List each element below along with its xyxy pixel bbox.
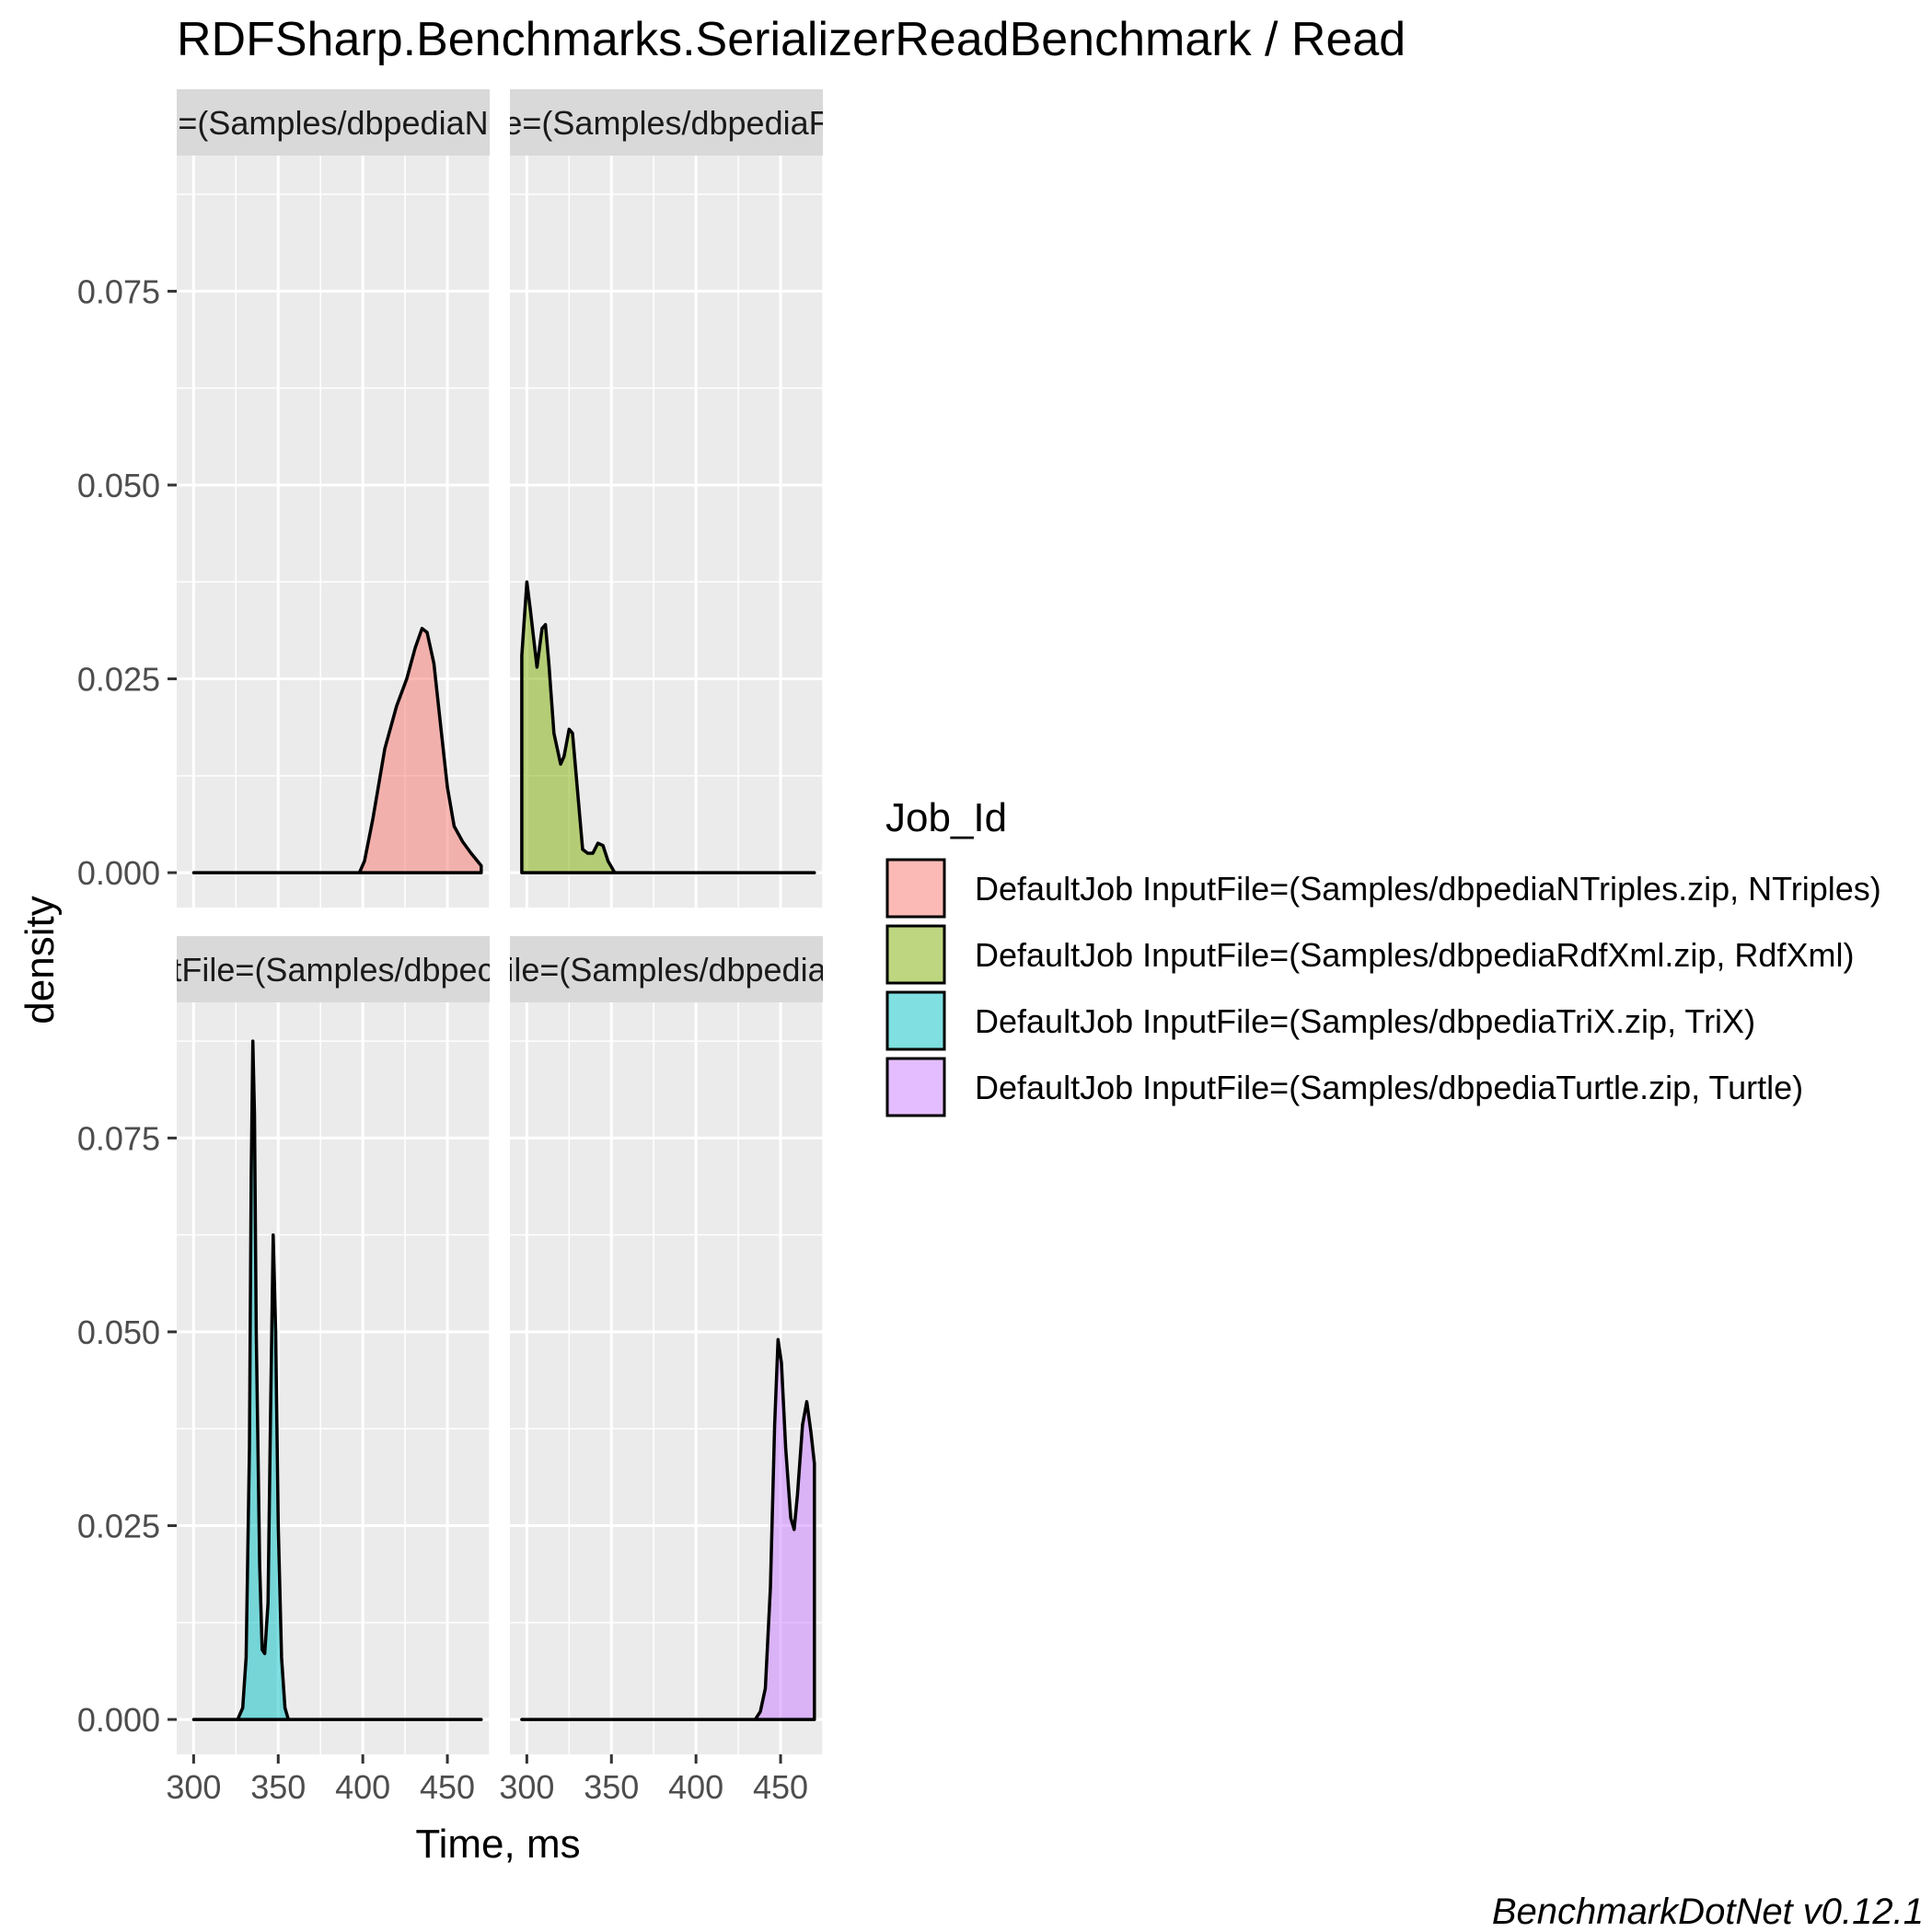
facet-strip — [510, 89, 823, 156]
facet-strip — [177, 89, 490, 156]
facet-strip — [177, 936, 490, 1002]
y-tick-label: 0.000 — [77, 1701, 160, 1739]
y-tick-label: 0.075 — [77, 1119, 160, 1157]
facet-strip-label: e=(Samples/dbpediaF — [503, 104, 828, 142]
y-tick-label: 0.050 — [77, 467, 160, 504]
x-axes: 300 350 400 450 300 350 400 450 — [166, 1754, 808, 1806]
density-area — [520, 1337, 816, 1721]
density-area — [520, 580, 816, 874]
legend-item: DefaultJob InputFile=(Samples/dbpediaRdf… — [885, 924, 1854, 985]
y-tick-label: 0.075 — [77, 272, 160, 310]
legend-item: DefaultJob InputFile=(Samples/dbpediaNTr… — [885, 858, 1881, 919]
x-tick-label: 350 — [250, 1768, 306, 1806]
legend-label: DefaultJob InputFile=(Samples/dbpediaRdf… — [975, 936, 1854, 974]
x-tick-label: 450 — [753, 1768, 808, 1806]
facet-strip-label: tFile=(Samples/dbpec — [172, 951, 493, 989]
x-tick-label: 350 — [584, 1768, 639, 1806]
x-tick-label: 400 — [335, 1768, 390, 1806]
facet-panel: =(Samples/dbpediaN — [177, 89, 491, 908]
legend-swatch — [885, 1057, 946, 1117]
y-axis-title: density — [17, 896, 63, 1024]
x-tick-label: 300 — [166, 1768, 221, 1806]
x-axis-title: Time, ms — [415, 1822, 580, 1867]
legend-swatch — [885, 990, 946, 1051]
plot-title: RDFSharp.Benchmarks.SerializerReadBenchm… — [177, 13, 1406, 66]
panel-background — [177, 1002, 490, 1754]
legend-swatch — [885, 924, 946, 985]
legend-label: DefaultJob InputFile=(Samples/dbpediaTri… — [975, 1002, 1755, 1040]
facet-panel: ile=(Samples/dbpedia — [506, 936, 827, 1754]
facet-strip-label: =(Samples/dbpediaN — [178, 104, 488, 142]
facet-panels: =(Samples/dbpediaN e=(Samples/dbpediaF tFi… — [172, 89, 828, 1754]
facet-panel: tFile=(Samples/dbpec — [172, 936, 493, 1754]
density-area — [191, 1039, 483, 1721]
x-tick-label: 450 — [420, 1768, 475, 1806]
legend-label: DefaultJob InputFile=(Samples/dbpediaTur… — [975, 1069, 1803, 1106]
legend-swatch — [885, 858, 946, 919]
density-area — [191, 627, 483, 874]
legend-item: DefaultJob InputFile=(Samples/dbpediaTur… — [885, 1057, 1803, 1117]
facet-strip-label: ile=(Samples/dbpedia — [506, 951, 827, 989]
legend-item: DefaultJob InputFile=(Samples/dbpediaTri… — [885, 990, 1755, 1051]
y-axes: 0.000 0.025 0.050 0.075 0.000 0.025 0.050 0.075 — [77, 272, 177, 1739]
facet-strip — [510, 936, 823, 1002]
x-tick-label: 300 — [499, 1768, 554, 1806]
facet-panel: e=(Samples/dbpediaF — [503, 89, 828, 908]
y-tick-label: 0.050 — [77, 1313, 160, 1351]
caption: BenchmarkDotNet v0.12.1 — [1492, 1892, 1924, 1932]
y-tick-label: 0.025 — [77, 1508, 160, 1545]
y-tick-label: 0.025 — [77, 661, 160, 699]
legend: Job_Id DefaultJob InputFile=(Samples/dbp… — [885, 795, 1881, 1117]
x-tick-label: 400 — [668, 1768, 723, 1806]
legend-label: DefaultJob InputFile=(Samples/dbpediaNTr… — [975, 870, 1881, 908]
y-tick-label: 0.000 — [77, 854, 160, 892]
legend-title: Job_Id — [885, 795, 1007, 840]
